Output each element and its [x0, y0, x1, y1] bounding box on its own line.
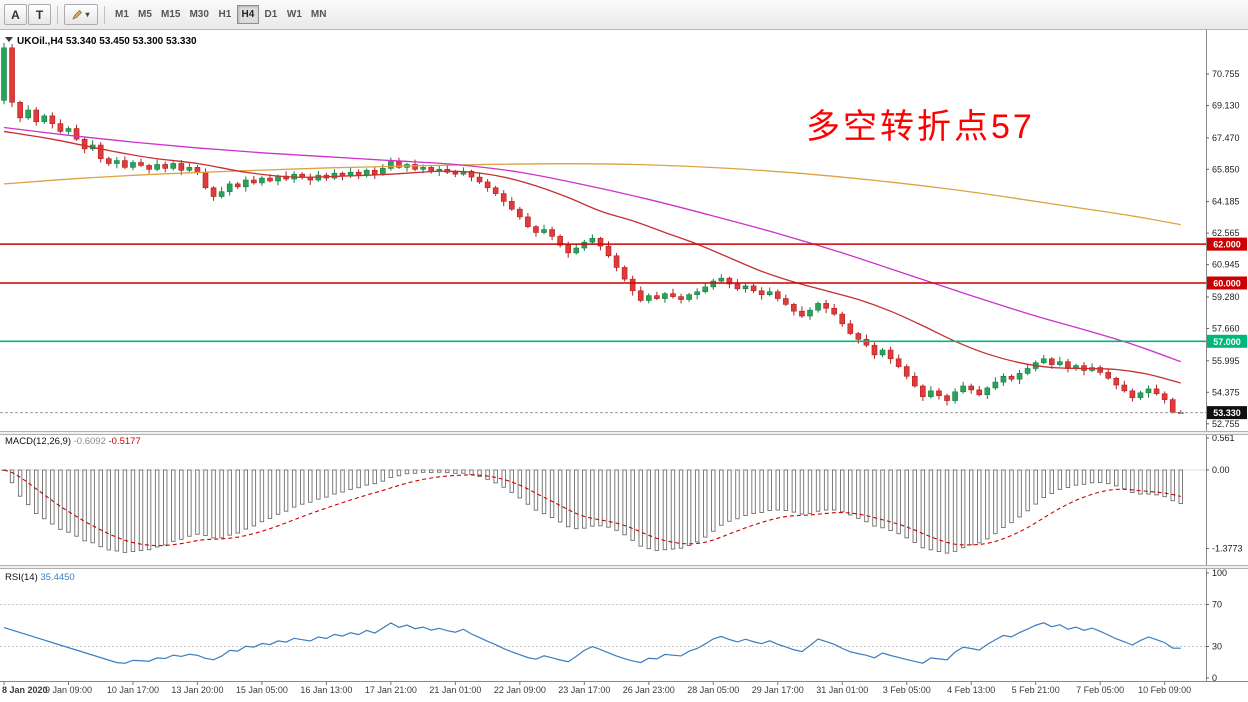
- svg-text:55.995: 55.995: [1212, 356, 1240, 366]
- ma-fast-red-line[interactable]: [3, 130, 1181, 384]
- time-label: 21 Jan 01:00: [429, 685, 481, 695]
- rsi-panel: [0, 604, 1206, 664]
- rsi-header: RSI(14) 35.4450: [5, 572, 75, 583]
- price-axis[interactable]: 70.755 69.130 67.470 65.850 64.185 62.565 60.9…: [1206, 30, 1248, 683]
- svg-text:62.000: 62.000: [1213, 240, 1241, 250]
- timeframe-button-mn[interactable]: MN: [307, 5, 331, 24]
- svg-text:0.561: 0.561: [1212, 433, 1235, 443]
- timeframe-button-w1[interactable]: W1: [283, 5, 306, 24]
- timeframe-button-h1[interactable]: H1: [214, 5, 236, 24]
- time-label: 26 Jan 23:00: [623, 685, 675, 695]
- drawing-tools-dropdown[interactable]: ▾: [64, 4, 98, 25]
- timeframe-button-m30[interactable]: M30: [185, 5, 212, 24]
- time-label: 22 Jan 09:00: [494, 685, 546, 695]
- panel-headers: UKOil.,H4 53.340 53.450 53.300 53.330 MAC…: [5, 36, 197, 583]
- timeframe-button-d1[interactable]: D1: [260, 5, 282, 24]
- pencil-icon: [72, 10, 83, 20]
- svg-text:69.130: 69.130: [1212, 101, 1240, 111]
- time-label: 23 Jan 17:00: [558, 685, 610, 695]
- chart-toolbar: A T ▾ M1 M5 M15 M30 H1 H4 D1 W1 MN: [0, 0, 1248, 30]
- ma-slow-orange-line[interactable]: [3, 163, 1181, 226]
- symbol-ohlc-header: UKOil.,H4 53.340 53.450 53.300 53.330: [17, 36, 197, 47]
- svg-text:54.375: 54.375: [1212, 387, 1240, 397]
- svg-text:30: 30: [1212, 642, 1222, 652]
- time-label: 10 Feb 09:00: [1138, 685, 1191, 695]
- svg-text:0: 0: [1212, 673, 1217, 683]
- chart-canvas[interactable]: 70.755 69.130 67.470 65.850 64.185 62.565 60.9…: [0, 30, 1248, 702]
- chevron-down-icon: ▾: [85, 9, 90, 19]
- timeframe-button-m1[interactable]: M1: [111, 5, 133, 24]
- svg-text:70: 70: [1212, 600, 1222, 610]
- font-tool-button[interactable]: A: [4, 4, 27, 25]
- macd-signal-line: [3, 469, 1181, 547]
- svg-text:57.660: 57.660: [1212, 323, 1240, 333]
- time-label: 3 Feb 05:00: [883, 685, 931, 695]
- panel-separator[interactable]: [0, 431, 1248, 435]
- time-label: 8 Jan 2020: [2, 685, 48, 695]
- time-label: 31 Jan 01:00: [816, 685, 868, 695]
- time-label: 17 Jan 21:00: [365, 685, 417, 695]
- time-label: 15 Jan 05:00: [236, 685, 288, 695]
- current-price-badge: 53.330: [1207, 406, 1247, 420]
- toolbar-separator: [104, 5, 105, 24]
- ma-mid-magenta-line[interactable]: [3, 126, 1181, 363]
- time-label: 28 Jan 05:00: [687, 685, 739, 695]
- toolbar-separator: [57, 5, 58, 24]
- svg-text:64.185: 64.185: [1212, 197, 1240, 207]
- price-badge-62.000: 62.000: [1207, 237, 1247, 251]
- candles: [1, 43, 1184, 414]
- time-label: 4 Feb 13:00: [947, 685, 995, 695]
- timeframe-button-m5[interactable]: M5: [134, 5, 156, 24]
- rsi-line: [3, 622, 1181, 664]
- svg-text:-1.3773: -1.3773: [1212, 544, 1243, 554]
- svg-text:67.470: 67.470: [1212, 133, 1240, 143]
- price-badge-60.000: 60.000: [1207, 276, 1247, 290]
- svg-text:70.755: 70.755: [1212, 69, 1240, 79]
- svg-text:60.000: 60.000: [1213, 279, 1241, 289]
- panel-separator[interactable]: [0, 565, 1248, 569]
- annotation-text[interactable]: 多空转折点57: [806, 108, 1035, 146]
- text-label-tool-button[interactable]: T: [28, 4, 51, 25]
- macd-header: MACD(12,26,9) -0.6092 -0.5177: [5, 436, 141, 447]
- time-label: 7 Feb 05:00: [1076, 685, 1124, 695]
- time-label: 10 Jan 17:00: [107, 685, 159, 695]
- svg-text:100: 100: [1212, 568, 1227, 578]
- timeframe-button-m15[interactable]: M15: [157, 5, 184, 24]
- svg-text:53.330: 53.330: [1213, 408, 1241, 418]
- svg-text:62.565: 62.565: [1212, 228, 1240, 238]
- svg-text:52.755: 52.755: [1212, 419, 1240, 429]
- symbol-dropdown-icon[interactable]: [5, 37, 13, 42]
- time-label: 29 Jan 17:00: [752, 685, 804, 695]
- svg-text:57.000: 57.000: [1213, 337, 1241, 347]
- macd-panel: [0, 469, 1206, 554]
- svg-text:60.945: 60.945: [1212, 260, 1240, 270]
- svg-text:0.00: 0.00: [1212, 465, 1230, 475]
- svg-text:65.850: 65.850: [1212, 164, 1240, 174]
- time-label: 9 Jan 09:00: [45, 685, 92, 695]
- price-panel: [0, 43, 1206, 414]
- svg-text:59.280: 59.280: [1212, 292, 1240, 302]
- chart-area: 70.755 69.130 67.470 65.850 64.185 62.565 60.9…: [0, 30, 1248, 702]
- timeframe-button-h4[interactable]: H4: [236, 5, 259, 24]
- time-label: 5 Feb 21:00: [1012, 685, 1060, 695]
- time-label: 13 Jan 20:00: [171, 685, 223, 695]
- price-badge-57.000: 57.000: [1207, 334, 1247, 348]
- time-label: 16 Jan 13:00: [300, 685, 352, 695]
